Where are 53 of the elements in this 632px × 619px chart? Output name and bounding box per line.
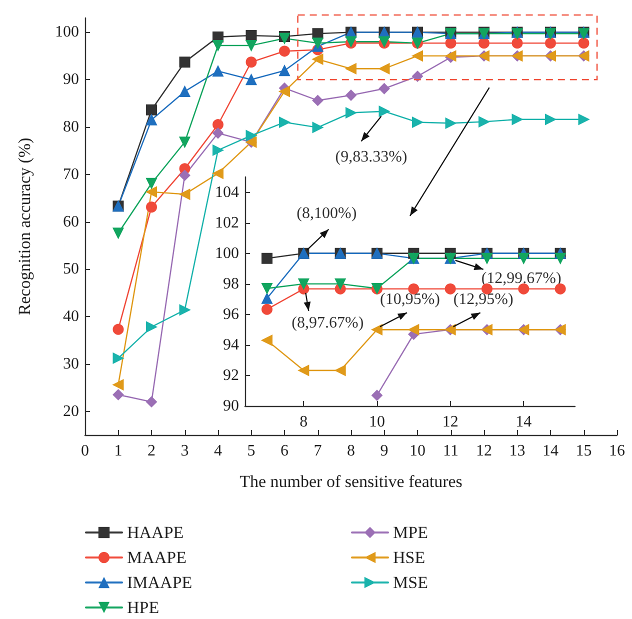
annotation: (8,100%) xyxy=(296,204,357,222)
annotation: (12,95%) xyxy=(453,291,514,308)
y-tick-label: 20 xyxy=(63,402,79,420)
y-tick-label: 50 xyxy=(63,260,79,278)
annotation: (8,97.67%) xyxy=(292,314,364,332)
y-tick-label: 30 xyxy=(63,355,79,372)
x-tick-label: 8 xyxy=(347,442,355,460)
y-tick-label: 80 xyxy=(63,118,79,136)
legend-label: IMAAPE xyxy=(127,573,192,592)
x-tick-label: 14 xyxy=(516,414,532,430)
x-tick-label: 5 xyxy=(247,442,256,460)
x-tick-label: 10 xyxy=(410,442,426,460)
y-axis-title: Recognition accuracy (%) xyxy=(15,138,34,316)
x-tick-label: 3 xyxy=(180,442,189,460)
y-tick-label: 100 xyxy=(55,24,79,41)
x-tick-label: 12 xyxy=(476,442,492,460)
y-tick-label: 98 xyxy=(223,275,239,292)
y-tick-label: 60 xyxy=(63,213,79,230)
y-tick-label: 96 xyxy=(223,306,239,323)
legend-label: MAAPE xyxy=(127,548,187,567)
legend-label: HSE xyxy=(393,548,426,567)
legend-label: MPE xyxy=(393,523,428,542)
annotation: (10,95%) xyxy=(380,291,440,308)
x-tick-label: 0 xyxy=(81,442,89,460)
x-tick-label: 2 xyxy=(148,442,156,460)
y-tick-label: 104 xyxy=(215,184,239,201)
annotation: (12,99.67%) xyxy=(481,270,562,287)
y-tick-label: 102 xyxy=(215,214,239,232)
y-tick-label: 40 xyxy=(63,308,79,326)
x-axis-title: The number of sensitive features xyxy=(240,472,462,491)
x-tick-label: 10 xyxy=(369,414,385,430)
x-tick-label: 14 xyxy=(542,442,558,460)
y-tick-label: 100 xyxy=(215,244,239,262)
legend-label: HAAPE xyxy=(127,523,184,542)
x-tick-label: 11 xyxy=(443,442,458,460)
x-tick-label: 12 xyxy=(442,414,458,430)
y-tick-label: 70 xyxy=(63,166,79,183)
y-tick-label: 90 xyxy=(223,398,239,414)
y-tick-label: 94 xyxy=(223,336,239,354)
x-tick-label: 6 xyxy=(280,442,288,460)
x-tick-label: 7 xyxy=(314,442,322,460)
legend-label: MSE xyxy=(393,573,428,592)
x-tick-label: 9 xyxy=(380,442,388,460)
y-tick-label: 92 xyxy=(223,366,239,384)
annotation: (9,83.33%) xyxy=(335,148,408,166)
x-tick-label: 13 xyxy=(509,442,526,460)
x-tick-label: 1 xyxy=(114,442,122,460)
legend-label: HPE xyxy=(127,598,160,617)
x-tick-label: 4 xyxy=(214,442,222,460)
x-tick-label: 8 xyxy=(300,414,308,430)
y-tick-label: 90 xyxy=(63,71,79,88)
x-tick-label: 15 xyxy=(576,442,592,460)
x-tick-label: 16 xyxy=(609,442,625,460)
